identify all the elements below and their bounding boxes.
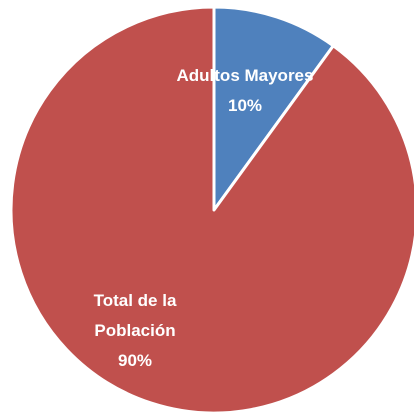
slice-value-total: 90% — [118, 351, 152, 370]
slice-value-adultos-mayores: 10% — [228, 96, 262, 115]
slice-label-adultos-mayores: Adultos Mayores — [177, 66, 314, 85]
slice-label-total-line2: Población — [94, 321, 175, 340]
pie-slice-adultos-mayores — [212, 5, 335, 212]
pie-labels: Adultos Mayores 10% Total de la Població… — [94, 66, 314, 370]
pie-slice-total-de-la-poblaci-n — [9, 5, 414, 415]
slice-label-total-line1: Total de la — [94, 291, 177, 310]
pie-slices — [9, 5, 414, 415]
